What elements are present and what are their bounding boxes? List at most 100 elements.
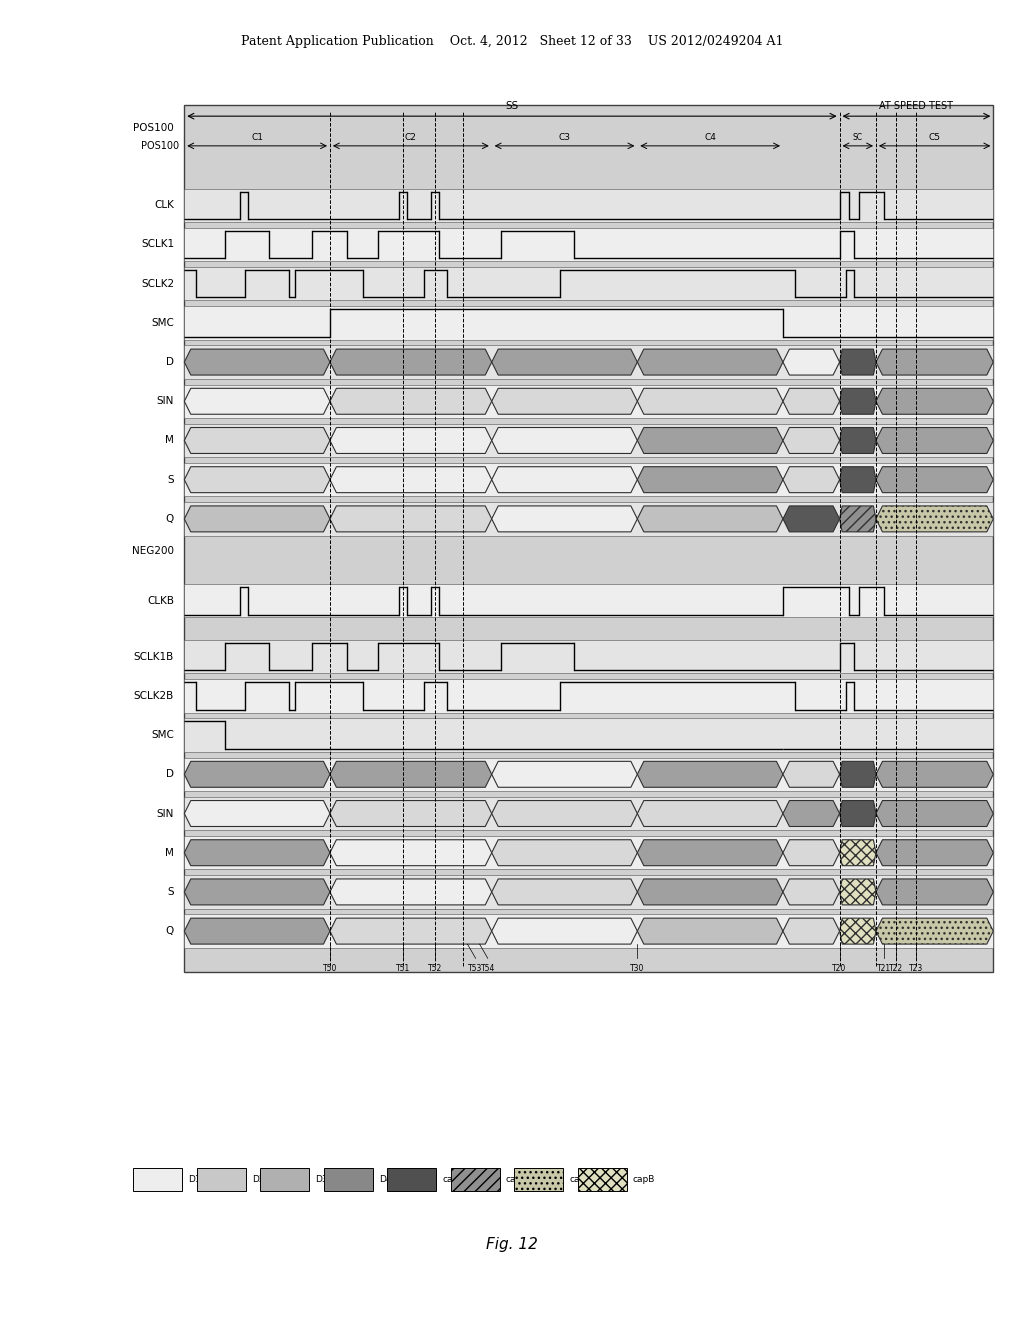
- Bar: [184, 585, 993, 618]
- Bar: [184, 875, 993, 908]
- Polygon shape: [330, 428, 492, 454]
- Polygon shape: [783, 467, 840, 492]
- Polygon shape: [876, 840, 993, 866]
- Polygon shape: [840, 506, 876, 532]
- Text: SCLK2B: SCLK2B: [134, 690, 174, 701]
- Bar: [324, 1167, 373, 1191]
- Bar: [184, 228, 993, 261]
- Polygon shape: [330, 467, 492, 492]
- Bar: [184, 502, 993, 536]
- Text: C3: C3: [558, 133, 570, 143]
- Polygon shape: [184, 879, 330, 906]
- Bar: [260, 1167, 309, 1191]
- Polygon shape: [184, 388, 330, 414]
- Text: T52: T52: [428, 965, 442, 973]
- Polygon shape: [783, 840, 840, 866]
- Polygon shape: [637, 879, 783, 906]
- Text: T23: T23: [909, 965, 924, 973]
- Bar: [197, 1167, 246, 1191]
- Polygon shape: [330, 879, 492, 906]
- Text: C1: C1: [251, 133, 263, 143]
- Polygon shape: [330, 388, 492, 414]
- Text: D2: D2: [252, 1175, 264, 1184]
- Polygon shape: [330, 506, 492, 532]
- Polygon shape: [840, 879, 876, 906]
- Text: CLK: CLK: [155, 201, 174, 210]
- Polygon shape: [876, 428, 993, 454]
- Text: C5: C5: [929, 133, 941, 143]
- Polygon shape: [492, 506, 637, 532]
- Text: SCLK1: SCLK1: [141, 239, 174, 249]
- Text: C4: C4: [705, 133, 716, 143]
- Polygon shape: [840, 388, 876, 414]
- Polygon shape: [330, 348, 492, 375]
- Polygon shape: [783, 348, 840, 375]
- Bar: [184, 424, 993, 457]
- Text: SIN: SIN: [157, 396, 174, 407]
- Polygon shape: [184, 506, 330, 532]
- Bar: [184, 640, 993, 673]
- Polygon shape: [184, 840, 330, 866]
- Text: D: D: [166, 770, 174, 779]
- Text: T54: T54: [480, 965, 495, 973]
- Polygon shape: [783, 388, 840, 414]
- Polygon shape: [783, 428, 840, 454]
- Text: C2: C2: [404, 133, 417, 143]
- Polygon shape: [840, 467, 876, 492]
- Polygon shape: [637, 428, 783, 454]
- Text: AT SPEED TEST: AT SPEED TEST: [880, 102, 953, 111]
- Polygon shape: [330, 840, 492, 866]
- Polygon shape: [783, 506, 840, 532]
- Polygon shape: [876, 919, 993, 944]
- Bar: [184, 306, 993, 339]
- Polygon shape: [637, 919, 783, 944]
- Polygon shape: [637, 840, 783, 866]
- Text: S: S: [168, 887, 174, 896]
- Polygon shape: [783, 800, 840, 826]
- Polygon shape: [840, 428, 876, 454]
- Text: SC: SC: [853, 133, 863, 143]
- Text: capB: capB: [633, 1175, 655, 1184]
- Polygon shape: [492, 840, 637, 866]
- Bar: [184, 384, 993, 418]
- Polygon shape: [876, 506, 993, 532]
- Text: CLKB: CLKB: [147, 595, 174, 606]
- Bar: [184, 189, 993, 222]
- Polygon shape: [840, 800, 876, 826]
- Polygon shape: [492, 428, 637, 454]
- Bar: [184, 718, 993, 751]
- Polygon shape: [783, 879, 840, 906]
- Polygon shape: [876, 467, 993, 492]
- Polygon shape: [637, 467, 783, 492]
- Bar: [184, 346, 993, 379]
- Text: M: M: [165, 847, 174, 858]
- Bar: [387, 1167, 436, 1191]
- Polygon shape: [783, 919, 840, 944]
- Text: cap2: cap2: [506, 1175, 527, 1184]
- Text: T22: T22: [889, 965, 903, 973]
- Polygon shape: [840, 348, 876, 375]
- Text: T20: T20: [833, 965, 847, 973]
- Text: Fig. 12: Fig. 12: [486, 1237, 538, 1253]
- Text: D1: D1: [188, 1175, 201, 1184]
- Polygon shape: [492, 919, 637, 944]
- Text: Q: Q: [166, 927, 174, 936]
- Bar: [184, 797, 993, 830]
- Polygon shape: [492, 348, 637, 375]
- Bar: [184, 106, 993, 972]
- Polygon shape: [184, 762, 330, 787]
- Text: capA: capA: [569, 1175, 592, 1184]
- Polygon shape: [330, 800, 492, 826]
- Bar: [184, 758, 993, 791]
- Polygon shape: [184, 800, 330, 826]
- Text: T30: T30: [630, 965, 644, 973]
- Bar: [184, 680, 993, 713]
- Text: T21: T21: [877, 965, 891, 973]
- Bar: [184, 915, 993, 948]
- Polygon shape: [330, 919, 492, 944]
- Polygon shape: [876, 762, 993, 787]
- Text: T53: T53: [468, 965, 483, 973]
- Polygon shape: [876, 879, 993, 906]
- Text: D3: D3: [315, 1175, 328, 1184]
- Polygon shape: [184, 428, 330, 454]
